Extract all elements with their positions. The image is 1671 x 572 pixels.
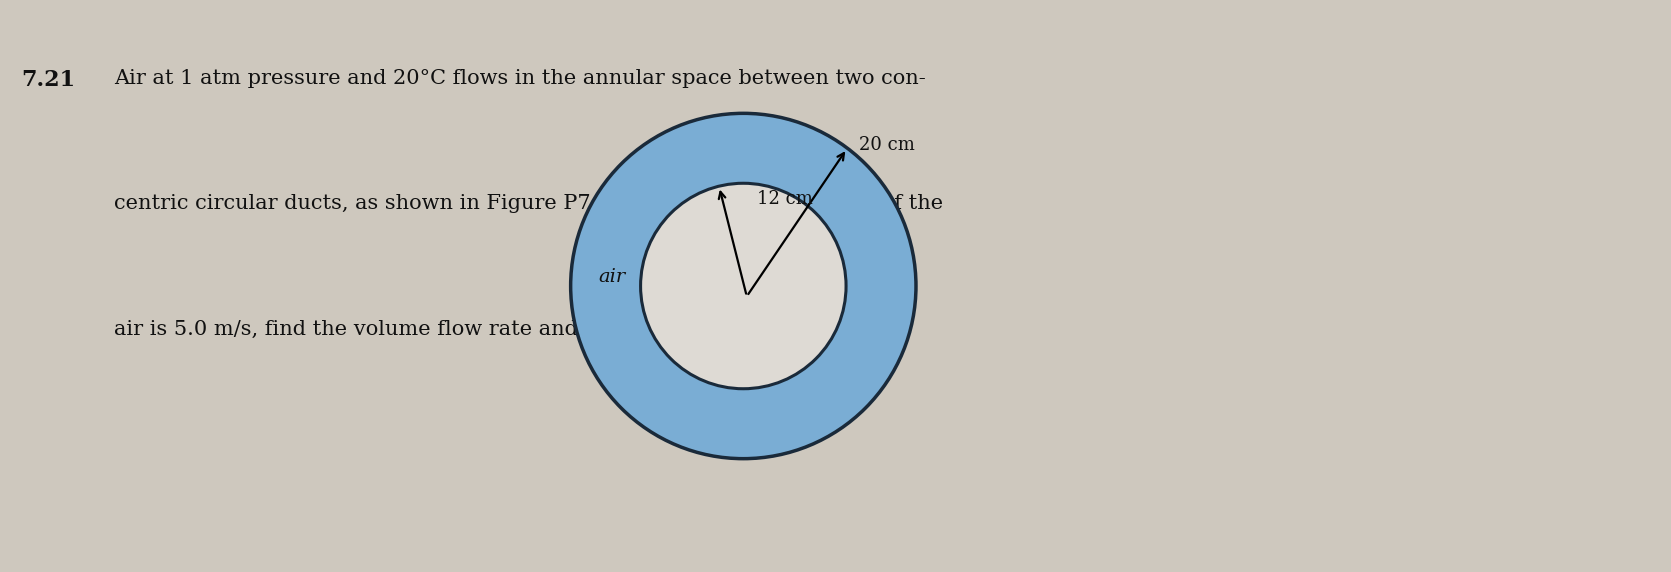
Text: air: air bbox=[598, 268, 625, 287]
Text: 20 cm: 20 cm bbox=[859, 136, 916, 154]
Text: centric circular ducts, as shown in Figure P7.21. If the average velocity of the: centric circular ducts, as shown in Figu… bbox=[114, 194, 942, 213]
Circle shape bbox=[640, 183, 846, 389]
Circle shape bbox=[570, 113, 916, 459]
Text: air is 5.0 m/s, find the volume flow rate and mass flow rate.: air is 5.0 m/s, find the volume flow rat… bbox=[114, 320, 747, 339]
Text: Air at 1 atm pressure and 20°C flows in the annular space between two con-: Air at 1 atm pressure and 20°C flows in … bbox=[114, 69, 926, 88]
Text: 7.21: 7.21 bbox=[22, 69, 75, 90]
Text: 12 cm: 12 cm bbox=[757, 190, 814, 208]
